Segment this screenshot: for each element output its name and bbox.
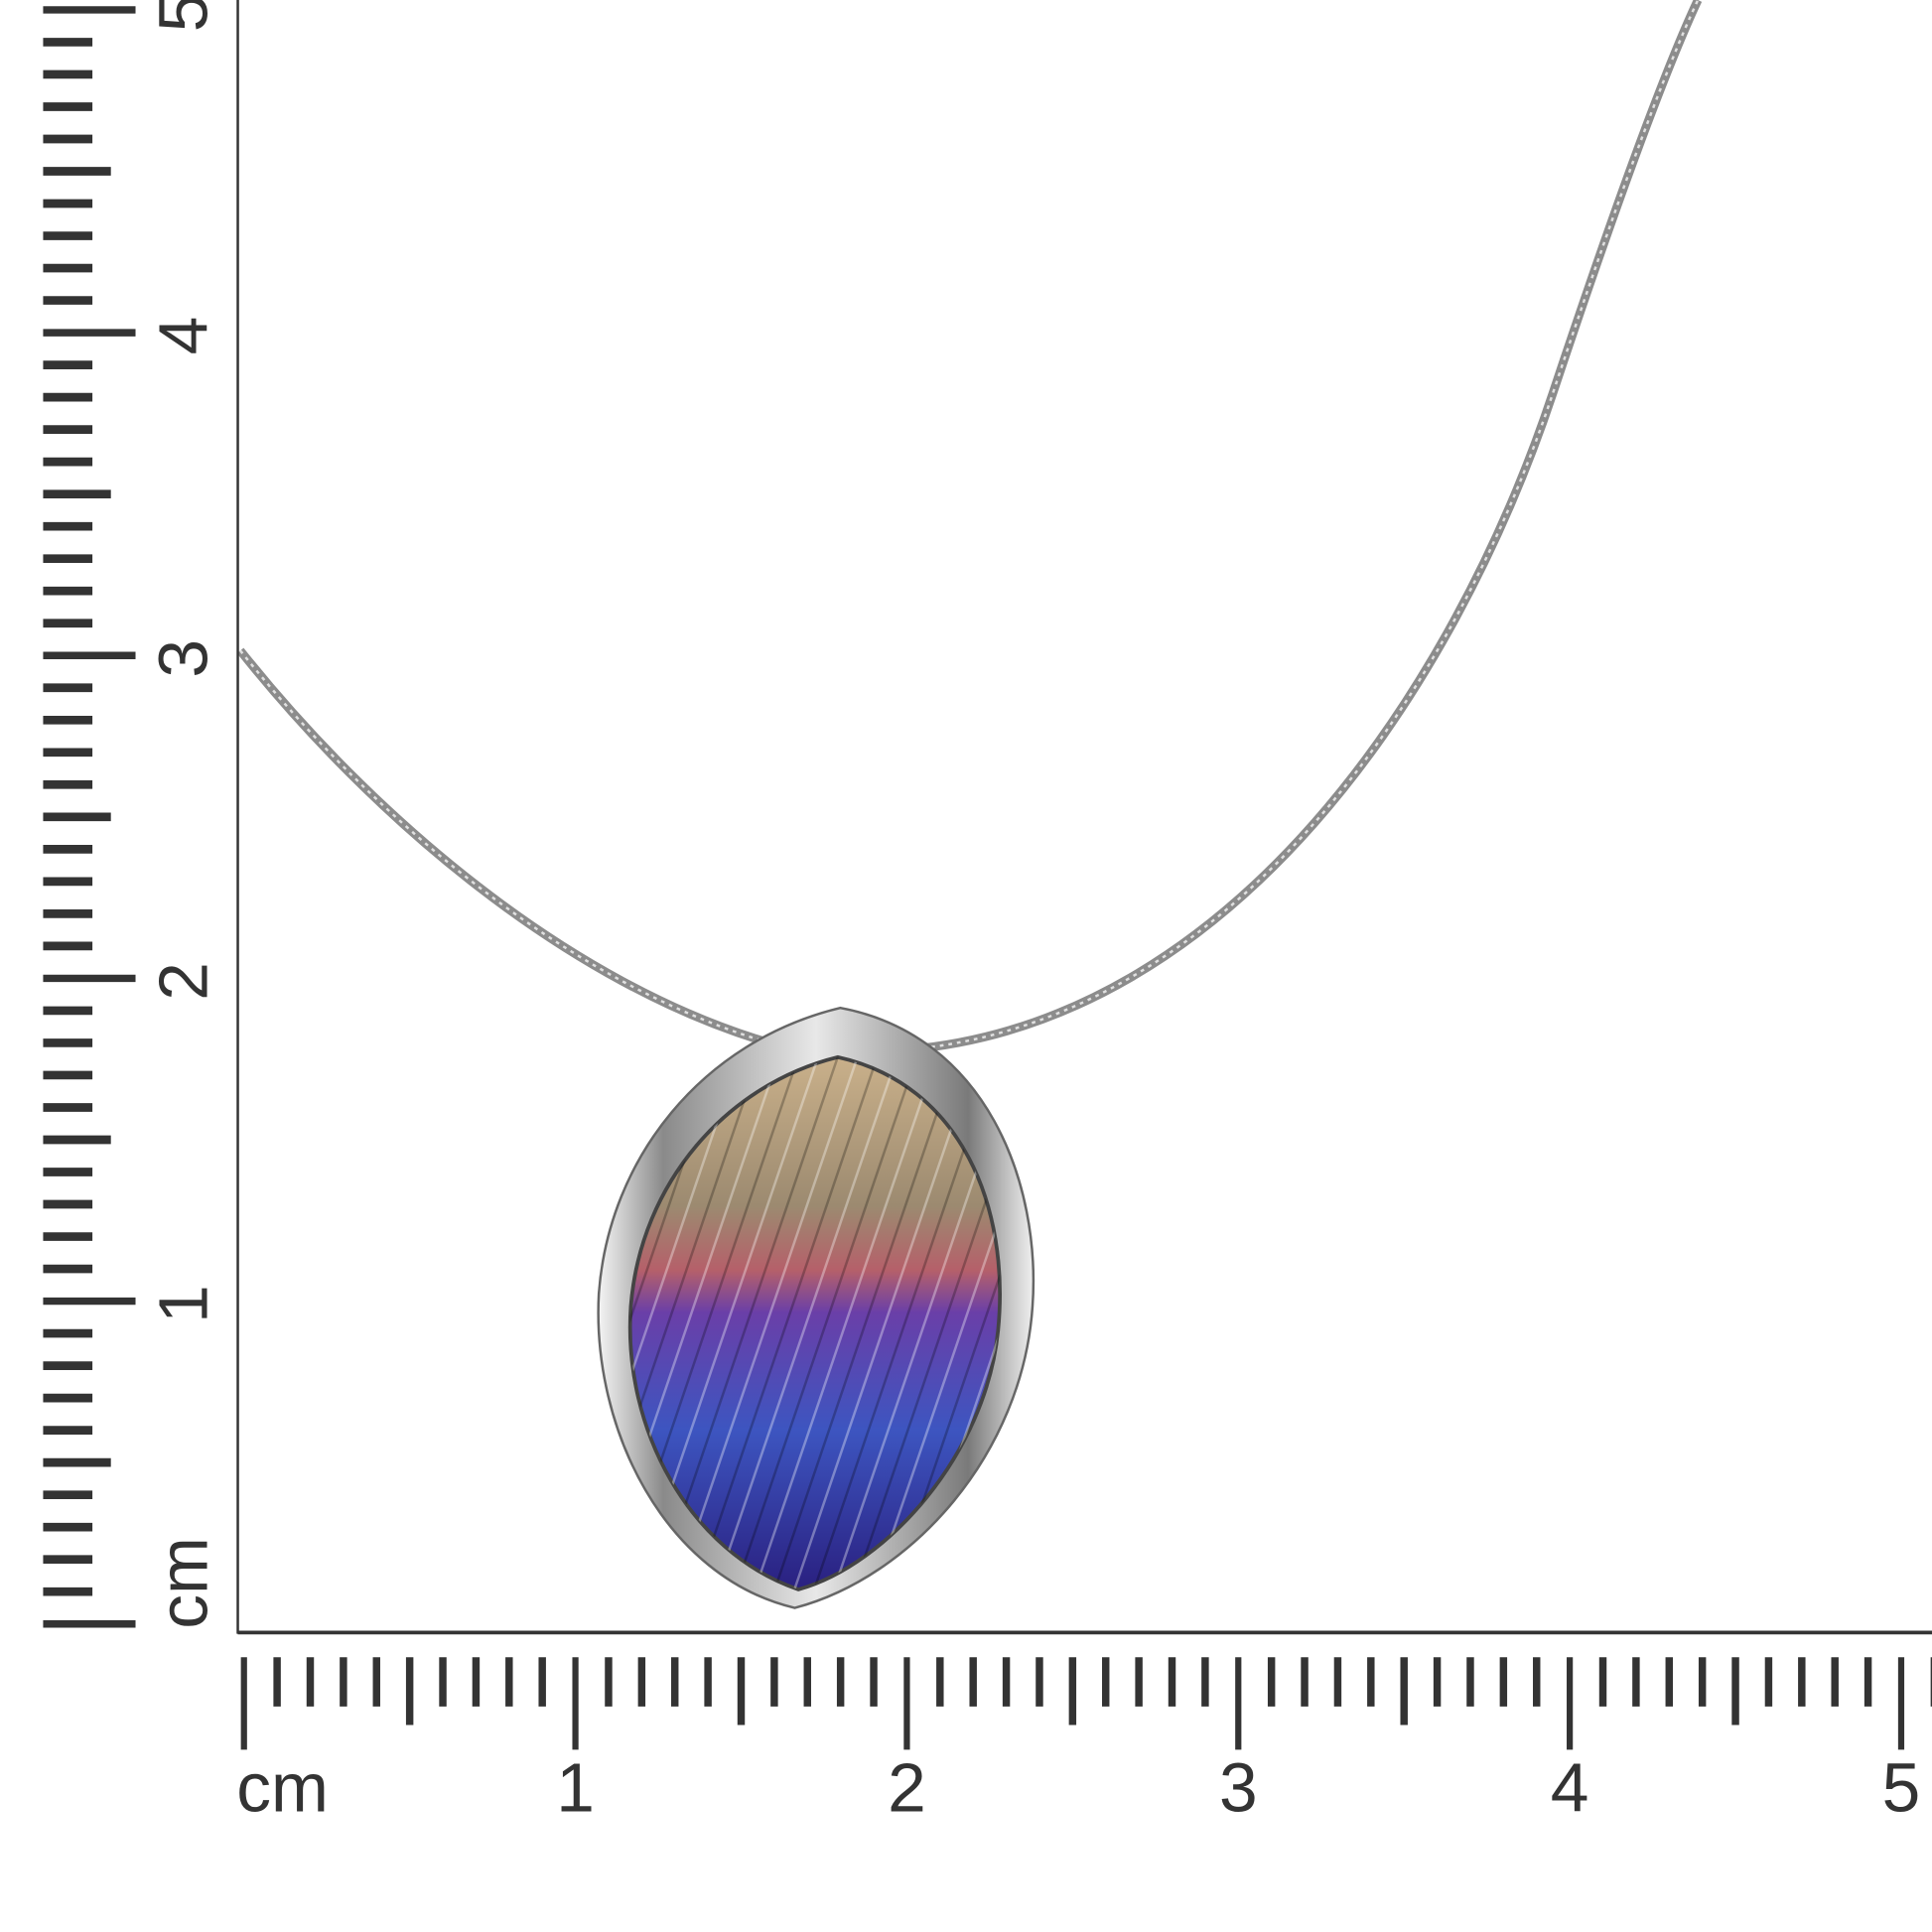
stripe	[706, 1056, 906, 1589]
stripe	[864, 1056, 1001, 1589]
vertical-ruler-label: 3	[145, 639, 222, 678]
stripe	[784, 1056, 985, 1589]
horizontal-ruler-label: 2	[888, 1748, 926, 1826]
stripe	[629, 1056, 768, 1589]
vertical-ruler-label: 4	[145, 317, 222, 355]
pendant	[597, 1006, 1220, 1614]
stripe	[1023, 1035, 1220, 1614]
vertical-ruler-unit: cm	[145, 1537, 222, 1629]
chain-right	[904, 0, 1703, 1054]
stripe	[844, 1056, 1001, 1589]
horizontal-ruler-label: 5	[1882, 1748, 1921, 1826]
stripe	[629, 1056, 749, 1589]
horizontal-ruler	[240, 1657, 1932, 1750]
horizontal-ruler-unit: cm	[236, 1748, 329, 1826]
stripe	[726, 1056, 925, 1589]
chain-left	[236, 647, 778, 1049]
stripe	[629, 1056, 787, 1589]
stripe	[1003, 1035, 1200, 1614]
horizontal-ruler-label: 3	[1219, 1748, 1258, 1826]
vertical-ruler-label: 1	[145, 1285, 222, 1323]
stripe	[666, 1056, 867, 1589]
vertical-ruler-label: 2	[145, 962, 222, 1001]
stripe	[764, 1056, 965, 1589]
horizontal-ruler-label: 1	[556, 1748, 595, 1826]
stripe	[745, 1056, 945, 1589]
stripe	[686, 1056, 887, 1589]
vertical-ruler	[43, 6, 136, 1628]
vertical-ruler-label: 5	[145, 0, 222, 32]
horizontal-ruler-label: 4	[1551, 1748, 1589, 1826]
